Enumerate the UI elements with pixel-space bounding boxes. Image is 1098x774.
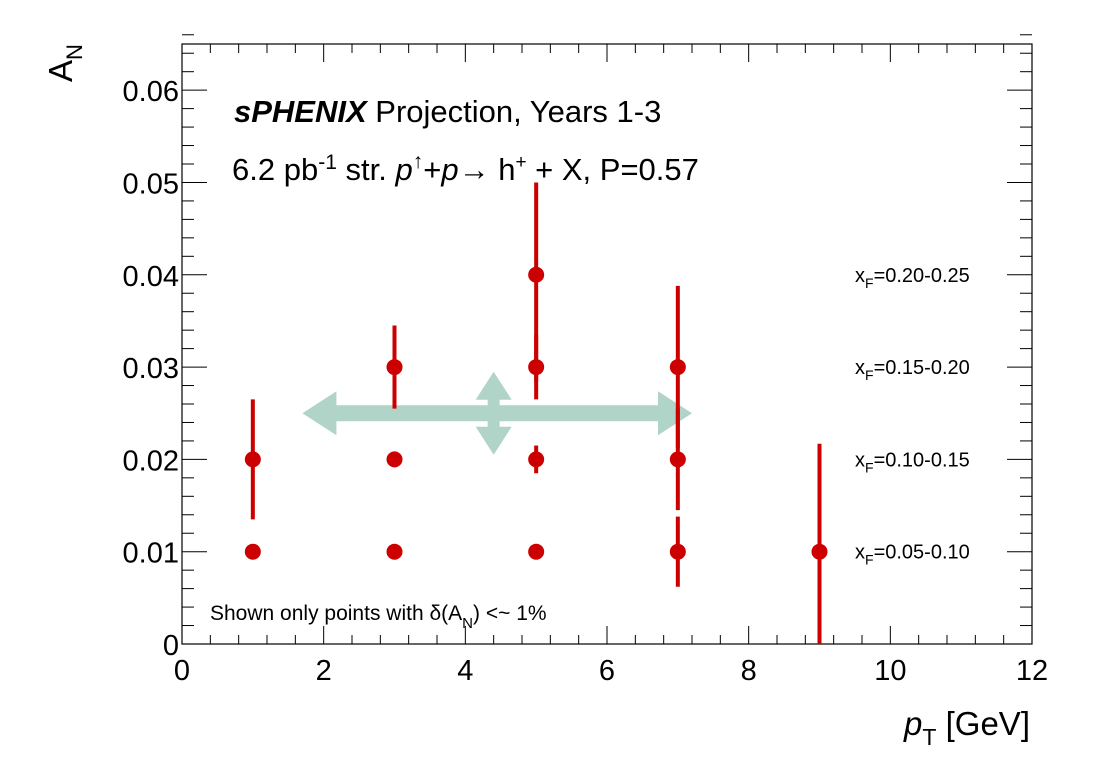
x-tick-label: 6 bbox=[599, 655, 615, 687]
x-axis-label: pT [GeV] bbox=[903, 705, 1030, 750]
y-tick-labels: 0 0.01 0.02 0.03 0.04 0.05 0.06 bbox=[123, 76, 179, 662]
data-point bbox=[528, 359, 545, 376]
note-text: Shown only points with δ(AN) <~ 1% bbox=[210, 602, 547, 632]
vertical-double-arrow bbox=[475, 371, 512, 455]
y-tick-label: 0 bbox=[163, 630, 179, 662]
y-tick-label: 0.01 bbox=[123, 538, 179, 570]
data-points bbox=[244, 266, 828, 560]
data-point bbox=[528, 451, 545, 468]
title-rest: Projection, Years 1-3 bbox=[367, 94, 662, 129]
series-label: xF=0.05-0.10 bbox=[855, 542, 970, 568]
series-label: xF=0.20-0.25 bbox=[855, 265, 970, 291]
series-label: xF=0.10-0.15 bbox=[855, 449, 970, 475]
data-point bbox=[386, 543, 403, 560]
x-tick-label: 2 bbox=[316, 655, 332, 687]
y-tick-label: 0.02 bbox=[123, 445, 179, 477]
data-point bbox=[244, 451, 261, 468]
x-tick-label: 10 bbox=[874, 655, 906, 687]
y-axis-label: AN bbox=[42, 44, 87, 82]
data-point bbox=[386, 451, 403, 468]
data-point bbox=[528, 266, 545, 283]
series-label: xF=0.15-0.20 bbox=[855, 357, 970, 383]
chart-subtitle: 6.2 pb-1 str. p↑+p→ h+ + X, P=0.57 bbox=[232, 150, 699, 187]
data-point bbox=[528, 543, 545, 560]
uncertainty-arrows bbox=[302, 371, 692, 455]
x-tick-label: 0 bbox=[174, 655, 190, 687]
chart-title: sPHENIX Projection, Years 1-3 bbox=[234, 94, 661, 129]
data-point bbox=[386, 359, 403, 376]
y-tick-label: 0.04 bbox=[123, 261, 179, 293]
x-tick-labels: 0 2 4 6 8 10 12 bbox=[174, 655, 1048, 687]
plot-frame bbox=[181, 43, 1033, 645]
y-tick-label: 0.06 bbox=[123, 76, 179, 108]
data-point bbox=[811, 543, 828, 560]
series-labels: xF=0.05-0.10 xF=0.10-0.15 xF=0.15-0.20 xF=0… bbox=[855, 265, 970, 568]
y-tick-label: 0.05 bbox=[123, 168, 179, 200]
x-tick-label: 8 bbox=[741, 655, 757, 687]
data-point bbox=[669, 359, 686, 376]
x-tick-label: 4 bbox=[457, 655, 473, 687]
data-point bbox=[669, 543, 686, 560]
y-tick-label: 0.03 bbox=[123, 353, 179, 385]
data-point bbox=[669, 451, 686, 468]
x-tick-label: 12 bbox=[1016, 655, 1048, 687]
title-brand: sPHENIX bbox=[234, 94, 369, 129]
data-point bbox=[244, 543, 261, 560]
